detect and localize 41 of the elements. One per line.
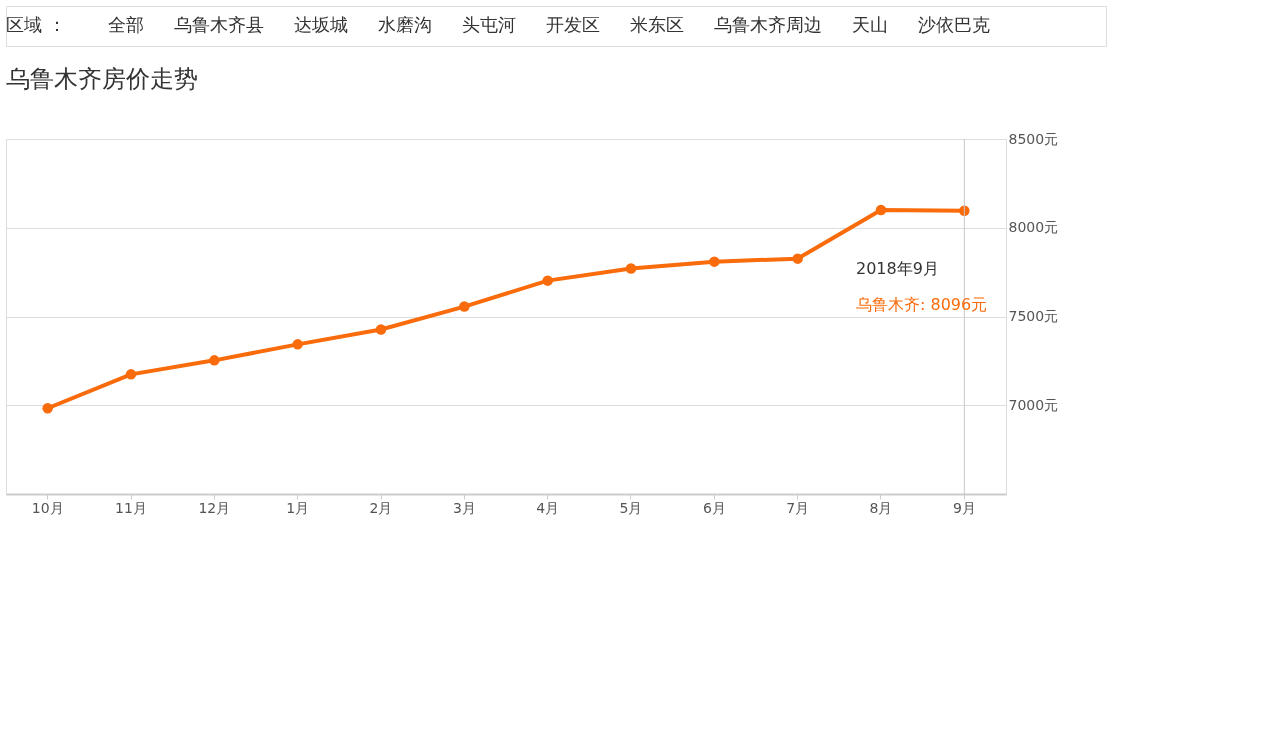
y-tick-label: 8000元	[1008, 219, 1059, 236]
x-tick-label: 12月	[198, 499, 231, 516]
text: 沙依巴克	[918, 14, 990, 35]
point	[292, 339, 303, 350]
point	[792, 253, 803, 264]
text: 开发区	[546, 14, 600, 35]
annotation: 乌鲁木齐: 8096元	[856, 295, 988, 314]
x-tick-label: 5月	[619, 499, 643, 516]
text: 水磨沟	[378, 14, 432, 35]
x-tick-label: 6月	[702, 499, 726, 516]
point	[125, 369, 137, 380]
text: 全部	[108, 14, 144, 35]
text: 乌鲁木齐周边	[714, 14, 822, 35]
point	[375, 324, 387, 335]
x-tick-label: 1月	[286, 499, 310, 516]
x-tick-label: 3月	[452, 499, 476, 516]
point	[709, 256, 720, 267]
text: 乌鲁木齐县	[174, 14, 264, 35]
x-tick-label: 4月	[536, 499, 560, 516]
x-tick-label: 9月	[952, 499, 976, 516]
x-tick-label: 11月	[115, 499, 147, 516]
y-tick-label: 8500元	[1008, 130, 1059, 147]
text: 达坂城	[294, 14, 348, 35]
text: 头屯河	[462, 14, 516, 35]
x-tick-label: 10月	[31, 499, 64, 516]
text: 天山	[852, 14, 888, 35]
point	[625, 263, 637, 274]
annotation: 2018年9月	[856, 259, 939, 278]
y-tick-label: 7500元	[1008, 308, 1059, 324]
text: 区域 ：	[6, 14, 66, 35]
x-tick-label: 7月	[786, 499, 810, 516]
point	[542, 275, 553, 286]
x-tick-label: 2月	[369, 499, 393, 516]
chart-title: 乌鲁木齐房价走势	[6, 65, 198, 93]
x-tick-label: 8月	[869, 499, 893, 516]
text: 米东区	[630, 14, 684, 35]
point	[42, 403, 53, 414]
point	[459, 301, 470, 312]
y-tick-label: 7000元	[1008, 396, 1059, 413]
point	[875, 204, 887, 216]
point	[209, 355, 220, 366]
